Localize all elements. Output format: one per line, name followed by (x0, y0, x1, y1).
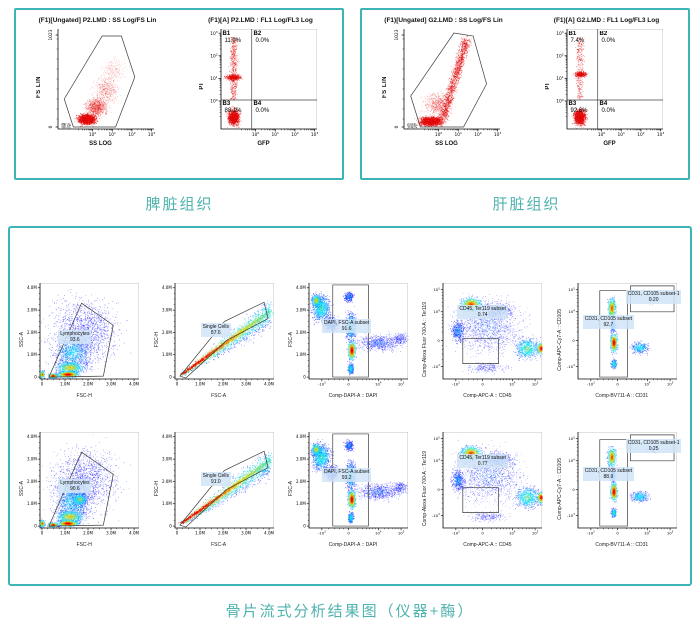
grid-cell-r0c1: FSC-H Single Cells 87.6 FSC-A (154, 280, 278, 399)
gate-label: Single Cells 87.6 (200, 323, 231, 337)
liver-panel: (F1)[Ungated] G2.LMD : SS Log/FS Lin FS … (360, 8, 690, 180)
plot-title: (F1)[A] G2.LMD : FL1 Log/FL3 Log (553, 17, 660, 24)
plot-title: (F1)[Ungated] G2.LMD : SS Log/FS Lin (384, 17, 503, 24)
quadrant-label-b2: B2 0.0% (599, 31, 616, 44)
liver-quadrant-plot: (F1)[A] G2.LMD : FL1 Log/FL3 Log PI B1 7.… (528, 10, 686, 147)
gate-label: Lymphocytes 93.6 (58, 330, 92, 344)
grid-cell-r0c0: SSC-A Lymphocytes 93.6 FSC-H (19, 280, 144, 399)
x-axis-label: Comp-DAPI-A :: DAPI (328, 542, 378, 548)
gate-label: Single Cells 91.0 (200, 472, 231, 486)
flow-quadrant-canvas (204, 26, 323, 140)
plot-title: (F1)[A] P2.LMD : FL1 Log/FL3 Log (208, 17, 313, 24)
top-panels-row: (F1)[Ungated] P2.LMD : SS Log/FS Lin FS … (0, 0, 700, 180)
x-axis-label: GFP (257, 141, 270, 147)
quadrant-label-b1: B1 11.9% (222, 31, 242, 44)
flow-density-canvas (293, 429, 412, 541)
quadrant-label-b4: B4 0.0% (599, 101, 616, 114)
bottom-panel: SSC-A Lymphocytes 93.6 FSC-H FSC-H Single… (8, 226, 692, 586)
x-axis-label: FSC-H (76, 393, 92, 399)
bottom-caption: 骨片流式分析结果图（仪器+酶） (225, 603, 475, 620)
spleen-scatter-plot: (F1)[Ungated] P2.LMD : SS Log/FS Lin FS … (19, 10, 177, 147)
grid-cell-r1c2: FSC-A DAPI, FSC-A subset 93.2 Comp-DAPI-A… (288, 429, 412, 548)
x-axis-label: FSC-H (76, 542, 92, 548)
gate-label: DAPI, FSC-A subset 93.2 (321, 468, 372, 482)
quadrant-label-b2: B2 0.0% (253, 31, 270, 44)
x-axis-label: SS LOG (89, 141, 112, 147)
flow-density-canvas (428, 280, 547, 392)
quadrant-label-b3: B3 92.6% (568, 101, 588, 114)
gate-label: CD31, CD105 subset 92.7 (582, 315, 635, 329)
x-axis-label: SS LOG (435, 141, 458, 147)
gate-label: CD31, CD105 subset-1 0.25 (625, 439, 682, 453)
x-axis-label: GFP (603, 141, 616, 147)
liver-scatter-plot: (F1)[Ungated] G2.LMD : SS Log/FS Lin FS … (365, 10, 523, 147)
flow-grid: SSC-A Lymphocytes 93.6 FSC-H FSC-H Single… (14, 280, 686, 548)
plot-title: (F1)[Ungated] P2.LMD : SS Log/FS Lin (38, 17, 157, 24)
gate-label: CD45, Ter119 subset 0.74 (457, 305, 508, 319)
grid-cell-r1c4: Comp-APC-Cy7-A :: CD105 CD31, CD105 subs… (557, 429, 682, 548)
grid-cell-r0c3: Comp-Alexa Fluor 700-A :: Ter119 CD45, T… (422, 280, 547, 399)
grid-cell-r1c0: SSC-A Lymphocytes 90.6 FSC-H (19, 429, 144, 548)
flow-density-canvas (293, 280, 412, 392)
gate-label: CD31, CD105 subset 88.9 (582, 467, 635, 481)
gate-label: CD31, CD105 subset-1 0.20 (625, 290, 682, 304)
quadrant-label-b3: B3 88.1% (222, 101, 242, 114)
panel-caption-liver: 肝脏组织 (492, 196, 561, 213)
x-axis-label: FSC-A (211, 542, 227, 548)
grid-cell-r0c4: Comp-APC-Cy7-A :: CD105 CD31, CD105 subs… (557, 280, 682, 399)
gate-label: DAPI, FSC-A subset 91.6 (321, 319, 372, 333)
gate-label: Lymphocytes 90.6 (58, 479, 92, 493)
quadrant-label-b4: B4 0.0% (253, 101, 270, 114)
x-axis-label: Comp-BV711-A :: CD31 (595, 542, 649, 548)
grid-cell-r1c3: Comp-Alexa Fluor 700-A :: Ter119 CD45, T… (422, 429, 547, 548)
spleen-quadrant-plot: (F1)[A] P2.LMD : FL1 Log/FL3 Log PI B1 11… (182, 10, 340, 147)
x-axis-label: Comp-BV711-A :: CD31 (595, 393, 649, 399)
top-captions: 脾脏组织 肝脏组织 (0, 180, 700, 224)
quadrant-label-b1: B1 7.4% (568, 31, 585, 44)
flow-density-canvas (428, 429, 547, 541)
x-axis-label: FSC-A (211, 393, 227, 399)
grid-cell-r0c2: FSC-A DAPI, FSC-A subset 91.6 Comp-DAPI-A… (288, 280, 412, 399)
panel-caption-spleen: 脾脏组织 (145, 196, 214, 213)
flow-quadrant-canvas (550, 26, 669, 140)
spleen-panel: (F1)[Ungated] P2.LMD : SS Log/FS Lin FS … (14, 8, 344, 180)
flow-scatter-canvas (387, 26, 506, 140)
flow-scatter-canvas (41, 26, 160, 140)
x-axis-label: Comp-APC-A :: CD45 (463, 542, 512, 548)
grid-cell-r1c1: FSC-H Single Cells 91.0 FSC-A (154, 429, 278, 548)
gate-label: CD45, Ter119 subset 0.77 (457, 454, 508, 468)
x-axis-label: Comp-APC-A :: CD45 (463, 393, 512, 399)
x-axis-label: Comp-DAPI-A :: DAPI (328, 393, 378, 399)
